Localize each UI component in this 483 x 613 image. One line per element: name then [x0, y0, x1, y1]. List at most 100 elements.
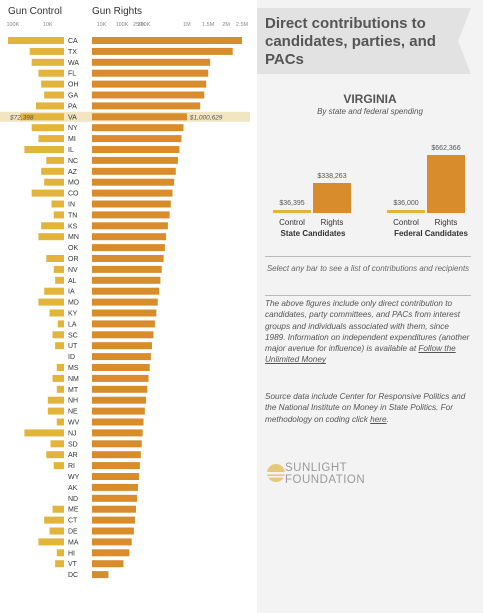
control-bar-mi[interactable]: [38, 135, 64, 143]
control-bar-va[interactable]: [20, 113, 64, 121]
control-bar-nm[interactable]: [52, 374, 64, 382]
rights-bar-or[interactable]: [92, 255, 164, 262]
control-bar-de[interactable]: [49, 527, 64, 535]
rights-bar-ga[interactable]: [92, 91, 205, 99]
control-bar-mn[interactable]: [38, 233, 64, 241]
rights-bar-nv[interactable]: [92, 265, 162, 273]
rights-bar-mi[interactable]: [92, 135, 182, 143]
control-bar-ia[interactable]: [44, 287, 64, 295]
rights-bar-ut[interactable]: [92, 342, 152, 350]
control-bar-wa[interactable]: [31, 58, 64, 66]
rights-bar-mt[interactable]: [92, 385, 148, 393]
rights-bar-wy[interactable]: [92, 473, 139, 480]
control-bar-ms[interactable]: [56, 364, 64, 371]
control-bar-ct[interactable]: [44, 516, 64, 524]
rights-bar-nj[interactable]: [92, 429, 143, 437]
control-bar-ar[interactable]: [46, 451, 64, 459]
rights-bar-ia[interactable]: [92, 287, 160, 295]
rights-bar-nh[interactable]: [92, 396, 147, 404]
rights-bar-sc[interactable]: [92, 331, 154, 339]
rights-bar-ok[interactable]: [92, 244, 165, 252]
state-rights-bar[interactable]: [313, 183, 351, 213]
rights-bar-va[interactable]: [92, 113, 187, 121]
rights-bar-hi[interactable]: [92, 549, 130, 557]
rights-bar-ca[interactable]: [92, 37, 242, 44]
rights-bar-tn[interactable]: [92, 211, 170, 219]
control-bar-hi[interactable]: [56, 549, 64, 557]
control-bar-vt[interactable]: [55, 560, 64, 568]
unlimited-money-link[interactable]: Follow the Unlimited Money: [265, 344, 456, 365]
control-bar-il[interactable]: [24, 146, 64, 153]
control-bar-in[interactable]: [51, 200, 64, 208]
state-control-bar[interactable]: [273, 209, 311, 213]
control-bar-ny[interactable]: [31, 124, 64, 132]
rights-bar-ar[interactable]: [92, 451, 141, 459]
rights-bar-ak[interactable]: [92, 483, 138, 491]
rights-bar-wv[interactable]: [92, 418, 144, 426]
rights-bar-nd[interactable]: [92, 494, 137, 502]
rights-bar-nc[interactable]: [92, 156, 178, 164]
control-bar-nc[interactable]: [46, 156, 64, 164]
rights-bar-al[interactable]: [92, 276, 161, 284]
control-bar-mo[interactable]: [44, 178, 64, 186]
control-bar-ne[interactable]: [47, 407, 64, 415]
rights-bar-ks[interactable]: [92, 222, 168, 230]
rights-bar-il[interactable]: [92, 146, 180, 153]
control-bar-ks[interactable]: [41, 222, 64, 230]
control-bar-nv[interactable]: [53, 265, 64, 273]
federal-control-bar[interactable]: [387, 209, 425, 213]
control-bar-ga[interactable]: [44, 91, 64, 99]
rights-bar-pa[interactable]: [92, 102, 201, 110]
control-bar-wv[interactable]: [56, 418, 64, 426]
rights-bar-nm[interactable]: [92, 374, 149, 382]
rights-bar-ms[interactable]: [92, 364, 150, 371]
federal-rights-bar[interactable]: [427, 155, 465, 213]
rights-bar-tx[interactable]: [92, 47, 233, 55]
control-bar-co[interactable]: [31, 189, 64, 197]
control-bar-la[interactable]: [57, 320, 64, 328]
control-bar-az[interactable]: [41, 167, 64, 175]
control-bar-ky[interactable]: [49, 309, 64, 317]
rights-bar-ne[interactable]: [92, 407, 145, 415]
rights-bar-ny[interactable]: [92, 124, 184, 132]
control-bar-nj[interactable]: [24, 429, 64, 437]
control-bar-nh[interactable]: [47, 396, 64, 404]
control-bar-fl[interactable]: [38, 69, 64, 77]
control-bar-al[interactable]: [55, 276, 64, 284]
rights-bar-fl[interactable]: [92, 69, 209, 77]
rights-bar-dc[interactable]: [92, 571, 109, 579]
control-bar-sd[interactable]: [50, 440, 64, 448]
control-bar-sc[interactable]: [52, 331, 64, 339]
rights-bar-mn[interactable]: [92, 233, 167, 241]
control-bar-or[interactable]: [46, 255, 64, 262]
rights-bar-id[interactable]: [92, 353, 151, 361]
methodology-link[interactable]: here: [370, 414, 387, 424]
rights-bar-az[interactable]: [92, 167, 176, 175]
rights-bar-vt[interactable]: [92, 560, 124, 568]
rights-bar-mo[interactable]: [92, 178, 175, 186]
rights-bar-ct[interactable]: [92, 516, 135, 524]
control-bar-me[interactable]: [52, 505, 64, 513]
control-bar-ri[interactable]: [53, 462, 64, 470]
rights-bar-la[interactable]: [92, 320, 155, 328]
rights-bar-wa[interactable]: [92, 58, 211, 66]
control-bar-mt[interactable]: [56, 385, 64, 393]
rights-bar-ma[interactable]: [92, 538, 132, 546]
control-bar-pa[interactable]: [36, 102, 64, 110]
control-bar-tn[interactable]: [53, 211, 64, 219]
rights-bar-md[interactable]: [92, 298, 158, 306]
control-bar-ma[interactable]: [38, 538, 64, 546]
rights-bar-oh[interactable]: [92, 80, 207, 88]
rights-bar-me[interactable]: [92, 505, 136, 513]
rights-bar-in[interactable]: [92, 200, 171, 208]
control-bar-md[interactable]: [38, 298, 64, 306]
control-bar-ut[interactable]: [55, 342, 64, 350]
rights-bar-co[interactable]: [92, 189, 173, 197]
control-bar-oh[interactable]: [41, 80, 64, 88]
control-bar-tx[interactable]: [29, 47, 64, 55]
rights-bar-de[interactable]: [92, 527, 134, 535]
rights-bar-sd[interactable]: [92, 440, 142, 448]
control-bar-ca[interactable]: [8, 37, 64, 44]
rights-bar-ky[interactable]: [92, 309, 157, 317]
rights-bar-ri[interactable]: [92, 462, 140, 470]
